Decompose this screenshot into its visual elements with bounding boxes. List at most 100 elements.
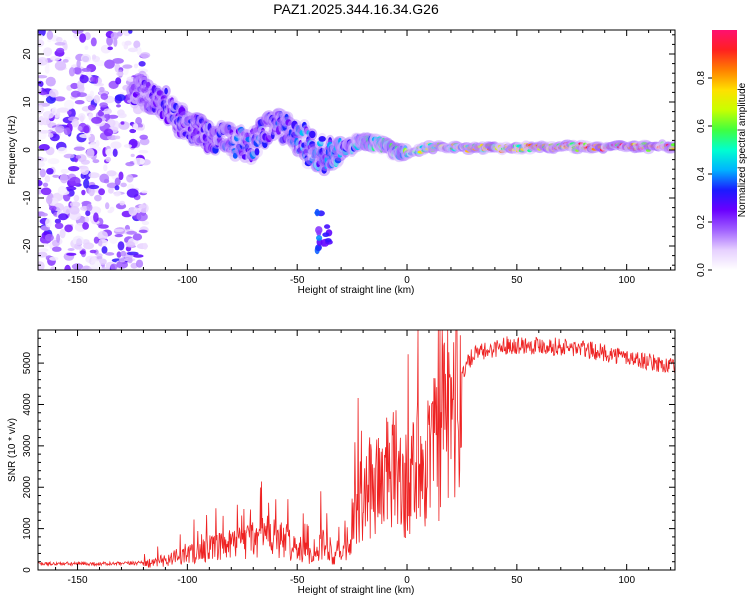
spectrogram-cell bbox=[105, 156, 112, 163]
spectrogram-cell bbox=[44, 175, 51, 183]
spectrogram-cell bbox=[97, 111, 105, 117]
spectrogram-cell bbox=[126, 188, 139, 198]
snr-xlabel: Height of straight line (km) bbox=[298, 585, 415, 596]
spectrogram-cell bbox=[38, 261, 45, 270]
spectrogram-cell bbox=[112, 148, 118, 157]
y-tick-label: 1000 bbox=[22, 517, 33, 540]
spectrogram-cell bbox=[115, 94, 126, 102]
spectrogram-cell bbox=[82, 222, 89, 230]
spectrogram-cell bbox=[39, 91, 48, 96]
spectrogram-marks bbox=[38, 30, 675, 270]
spectrogram-cell bbox=[670, 143, 675, 147]
spectrogram-cell bbox=[309, 130, 316, 139]
spectrogram-cell bbox=[124, 40, 132, 46]
spectrogram-cell bbox=[70, 82, 79, 90]
spectrogram-cell bbox=[38, 159, 42, 170]
spectrogram-cell bbox=[92, 54, 97, 60]
spectrogram-cell bbox=[44, 65, 50, 74]
spectrogram-cell bbox=[45, 95, 56, 104]
spectrogram-cell bbox=[128, 206, 138, 216]
spectrogram-cell bbox=[70, 201, 81, 208]
spectrogram-cell bbox=[85, 255, 97, 264]
spectrogram-cell bbox=[141, 220, 150, 226]
spectrogram-cell bbox=[66, 252, 77, 256]
spectrogram-cell bbox=[38, 85, 42, 94]
spectrogram-cell bbox=[84, 45, 89, 50]
spectrogram-cell bbox=[136, 208, 142, 214]
spectrogram-cell bbox=[141, 190, 148, 194]
spectrogram-cell bbox=[93, 236, 99, 244]
spectrogram-cell bbox=[73, 194, 80, 202]
spectrogram-cell bbox=[47, 133, 54, 138]
spectrogram-cell bbox=[324, 224, 331, 229]
spectrogram-cell bbox=[42, 111, 55, 119]
y-tick-label: 3000 bbox=[22, 434, 33, 457]
spectrogram-cell bbox=[324, 238, 332, 243]
spectrogram-cell bbox=[127, 47, 138, 53]
spectrogram-cell bbox=[83, 178, 90, 189]
spectrogram-cell bbox=[116, 251, 122, 258]
spectrogram-cell bbox=[96, 256, 103, 260]
spectrogram-cell bbox=[138, 149, 149, 154]
spectrogram-cell bbox=[127, 257, 133, 264]
spectrogram-cell bbox=[105, 252, 115, 256]
spectrogram-cell bbox=[107, 135, 118, 141]
spectrogram-cell bbox=[116, 104, 121, 108]
spectrogram-cell bbox=[49, 205, 57, 211]
y-tick-label: 0 bbox=[22, 567, 33, 573]
spectrogram-cell bbox=[133, 254, 144, 258]
spectrogram-cell bbox=[38, 75, 48, 79]
spectrogram-cell bbox=[89, 249, 97, 254]
colorbar-gradient bbox=[712, 30, 737, 270]
spectrogram-cell bbox=[44, 233, 54, 242]
spectrogram-cell bbox=[136, 46, 142, 56]
spectrogram-cell bbox=[119, 200, 125, 206]
colorbar-tick-label: 0.8 bbox=[696, 71, 707, 85]
spectrogram-cell bbox=[38, 107, 45, 113]
spectrogram-cell bbox=[45, 218, 52, 228]
spectrogram-cell bbox=[117, 241, 125, 251]
spectrogram-cell bbox=[119, 257, 126, 263]
spectrogram-cell bbox=[90, 206, 102, 215]
spectrogram-cell bbox=[58, 190, 70, 196]
spectrogram-cell bbox=[84, 216, 90, 224]
figure-title: PAZ1.2025.344.16.34.G26 bbox=[273, 1, 439, 17]
spectrogram-cell bbox=[118, 171, 124, 181]
spectrogram-cell bbox=[56, 107, 69, 113]
spectrogram-cell bbox=[98, 224, 109, 229]
spectrogram-cell bbox=[114, 135, 121, 140]
spectrogram-cell bbox=[38, 179, 43, 187]
spectrogram-cell bbox=[55, 36, 63, 43]
spectrogram-cell bbox=[120, 121, 125, 125]
spectrogram-cell bbox=[106, 35, 113, 46]
spectrogram-cell bbox=[57, 147, 68, 154]
spectrogram-cell bbox=[100, 93, 109, 100]
spectrogram-cell bbox=[120, 182, 127, 188]
spectrogram-cell bbox=[55, 125, 65, 133]
spectrogram-cell bbox=[115, 77, 122, 85]
spectrogram-cell bbox=[142, 242, 148, 250]
spectrogram-cell bbox=[42, 182, 49, 187]
x-tick-label: -50 bbox=[290, 275, 305, 286]
spectrogram-cell bbox=[81, 189, 86, 196]
spectrogram-cell bbox=[103, 178, 110, 184]
spectrogram-cell bbox=[98, 188, 105, 196]
spectrogram-cell bbox=[39, 168, 46, 178]
spectrogram-cell bbox=[113, 37, 118, 47]
spectrogram-cell bbox=[93, 94, 101, 104]
spectrogram-cell bbox=[99, 102, 108, 108]
spectrogram-cell bbox=[110, 263, 118, 270]
spectrogram-cell bbox=[54, 42, 66, 46]
spectrogram-cell bbox=[109, 235, 118, 244]
spectrogram-cell bbox=[64, 99, 75, 110]
spectrogram-cell bbox=[135, 117, 143, 126]
y-tick-label: 10 bbox=[22, 96, 33, 108]
spectrogram-cell bbox=[46, 195, 53, 205]
spectrogram-cell bbox=[52, 174, 60, 178]
spectrogram-cell bbox=[110, 141, 122, 150]
spectrogram-cell bbox=[114, 234, 124, 238]
spectrogram-cell bbox=[133, 40, 141, 49]
x-tick-label: 100 bbox=[618, 275, 635, 286]
